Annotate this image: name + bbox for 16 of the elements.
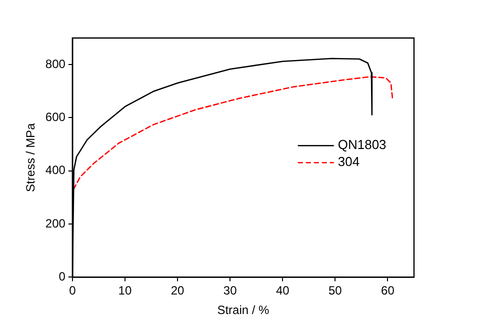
y-axis-title: Stress / MPa [24, 122, 38, 192]
x-tick-label: 30 [223, 284, 238, 298]
y-tick-label: 400 [45, 163, 66, 178]
legend-label: 304 [338, 154, 360, 170]
legend-label: QN1803 [338, 137, 386, 152]
x-tick-label: 40 [276, 284, 290, 298]
x-tick-label: 0 [69, 284, 76, 298]
x-tick-label: 20 [170, 284, 185, 298]
y-tick-label: 800 [45, 56, 66, 71]
y-tick-label: 0 [58, 270, 66, 284]
x-tick-label: 50 [328, 284, 342, 298]
y-tick-label: 600 [45, 110, 66, 124]
x-tick-label: 60 [381, 284, 395, 298]
x-axis-title: Strain / % [217, 303, 270, 318]
y-tick-label: 200 [45, 216, 66, 230]
x-tick-label: 10 [118, 284, 132, 298]
